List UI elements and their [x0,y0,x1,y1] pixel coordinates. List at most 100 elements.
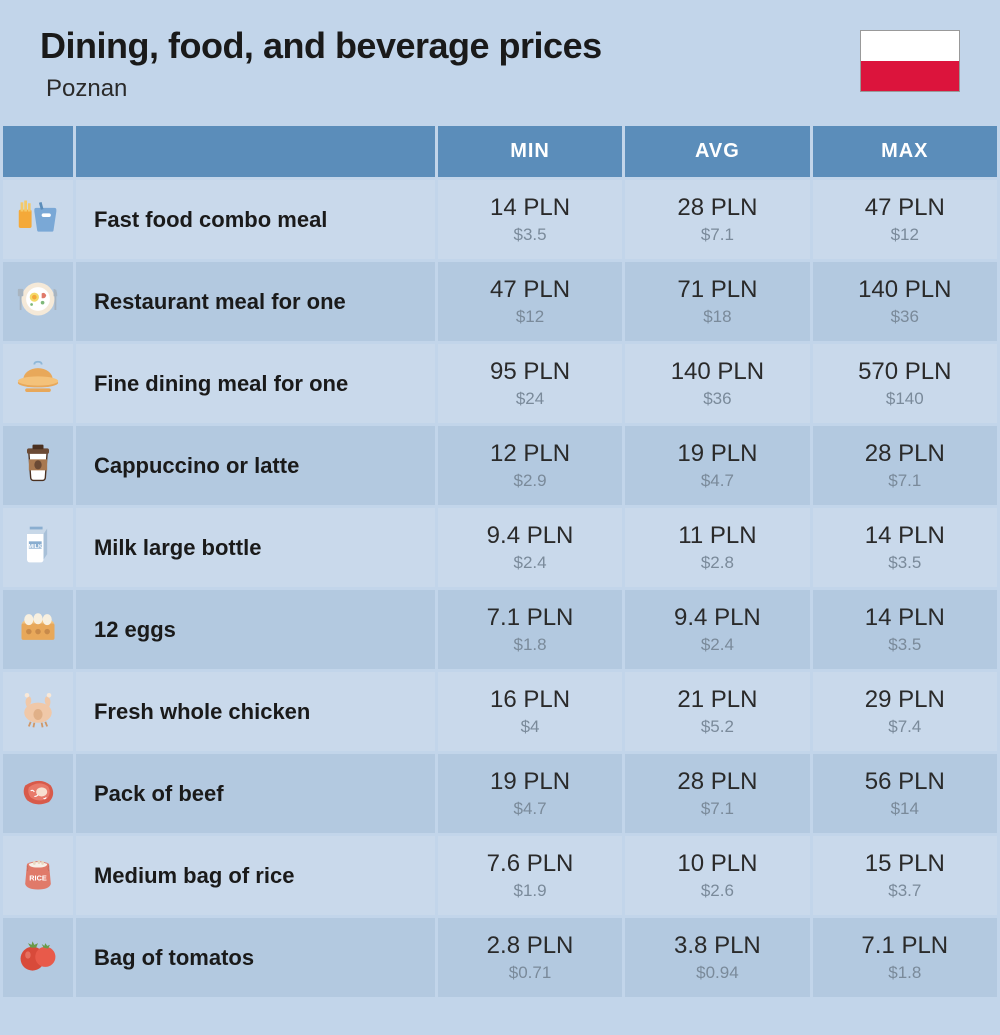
table-row: RICE Medium bag of rice 7.6 PLN $1.9 10 … [3,836,997,915]
max-cell: 15 PLN $3.7 [813,836,997,915]
table-row: Restaurant meal for one 47 PLN $12 71 PL… [3,262,997,341]
chicken-icon [3,672,73,751]
min-usd: $1.8 [448,635,612,655]
avg-pln: 21 PLN [635,686,799,714]
max-cell: 47 PLN $12 [813,180,997,259]
min-cell: 7.6 PLN $1.9 [438,836,622,915]
avg-pln: 11 PLN [635,522,799,550]
table-row: MILK Milk large bottle 9.4 PLN $2.4 11 P… [3,508,997,587]
item-label: Cappuccino or latte [76,426,435,505]
min-pln: 7.6 PLN [448,850,612,878]
item-label: Restaurant meal for one [76,262,435,341]
max-cell: 56 PLN $14 [813,754,997,833]
max-pln: 570 PLN [823,358,987,386]
max-pln: 47 PLN [823,194,987,222]
location-label: Poznan [46,75,602,103]
min-usd: $2.9 [448,471,612,491]
max-pln: 7.1 PLN [823,932,987,960]
item-label: Medium bag of rice [76,836,435,915]
header: Dining, food, and beverage prices Poznan [0,0,1000,123]
avg-pln: 3.8 PLN [635,932,799,960]
avg-pln: 28 PLN [635,194,799,222]
avg-usd: $2.8 [635,553,799,573]
min-pln: 9.4 PLN [448,522,612,550]
avg-cell: 19 PLN $4.7 [625,426,809,505]
min-cell: 2.8 PLN $0.71 [438,918,622,997]
avg-usd: $5.2 [635,717,799,737]
rice-icon: RICE [3,836,73,915]
min-pln: 14 PLN [448,194,612,222]
avg-cell: 21 PLN $5.2 [625,672,809,751]
avg-usd: $4.7 [635,471,799,491]
min-cell: 7.1 PLN $1.8 [438,590,622,669]
coffee-icon [3,426,73,505]
max-cell: 140 PLN $36 [813,262,997,341]
min-usd: $12 [448,307,612,327]
max-pln: 56 PLN [823,768,987,796]
avg-pln: 19 PLN [635,440,799,468]
flag-stripe-top [861,31,959,61]
max-pln: 28 PLN [823,440,987,468]
max-pln: 14 PLN [823,604,987,632]
min-pln: 12 PLN [448,440,612,468]
avg-cell: 10 PLN $2.6 [625,836,809,915]
min-usd: $1.9 [448,881,612,901]
min-usd: $2.4 [448,553,612,573]
col-avg: AVG [625,126,809,177]
avg-usd: $2.6 [635,881,799,901]
table-row: Bag of tomatos 2.8 PLN $0.71 3.8 PLN $0.… [3,918,997,997]
table-row: Pack of beef 19 PLN $4.7 28 PLN $7.1 56 … [3,754,997,833]
avg-cell: 140 PLN $36 [625,344,809,423]
col-icon [3,126,73,177]
avg-usd: $0.94 [635,963,799,983]
page-title: Dining, food, and beverage prices [40,25,602,67]
item-label: Fine dining meal for one [76,344,435,423]
eggs-icon [3,590,73,669]
avg-cell: 28 PLN $7.1 [625,754,809,833]
max-pln: 140 PLN [823,276,987,304]
avg-pln: 10 PLN [635,850,799,878]
item-label: Bag of tomatos [76,918,435,997]
min-cell: 9.4 PLN $2.4 [438,508,622,587]
avg-usd: $36 [635,389,799,409]
min-pln: 2.8 PLN [448,932,612,960]
beef-icon [3,754,73,833]
max-cell: 7.1 PLN $1.8 [813,918,997,997]
item-label: Fresh whole chicken [76,672,435,751]
min-pln: 47 PLN [448,276,612,304]
max-usd: $1.8 [823,963,987,983]
max-cell: 29 PLN $7.4 [813,672,997,751]
min-cell: 16 PLN $4 [438,672,622,751]
min-pln: 95 PLN [448,358,612,386]
fine-dining-icon [3,344,73,423]
min-usd: $4.7 [448,799,612,819]
table-row: Fast food combo meal 14 PLN $3.5 28 PLN … [3,180,997,259]
col-label [76,126,435,177]
fast-food-icon [3,180,73,259]
max-usd: $12 [823,225,987,245]
max-usd: $3.5 [823,635,987,655]
milk-icon: MILK [3,508,73,587]
min-cell: 12 PLN $2.9 [438,426,622,505]
avg-cell: 9.4 PLN $2.4 [625,590,809,669]
min-pln: 19 PLN [448,768,612,796]
col-max: MAX [813,126,997,177]
col-min: MIN [438,126,622,177]
min-usd: $3.5 [448,225,612,245]
avg-pln: 71 PLN [635,276,799,304]
table-row: Fine dining meal for one 95 PLN $24 140 … [3,344,997,423]
max-cell: 14 PLN $3.5 [813,590,997,669]
max-usd: $7.4 [823,717,987,737]
min-cell: 14 PLN $3.5 [438,180,622,259]
max-usd: $36 [823,307,987,327]
avg-cell: 71 PLN $18 [625,262,809,341]
min-cell: 47 PLN $12 [438,262,622,341]
avg-usd: $2.4 [635,635,799,655]
item-label: Pack of beef [76,754,435,833]
svg-text:MILK: MILK [28,544,41,550]
min-cell: 19 PLN $4.7 [438,754,622,833]
header-text: Dining, food, and beverage prices Poznan [40,25,602,103]
item-label: Milk large bottle [76,508,435,587]
min-usd: $24 [448,389,612,409]
avg-pln: 9.4 PLN [635,604,799,632]
